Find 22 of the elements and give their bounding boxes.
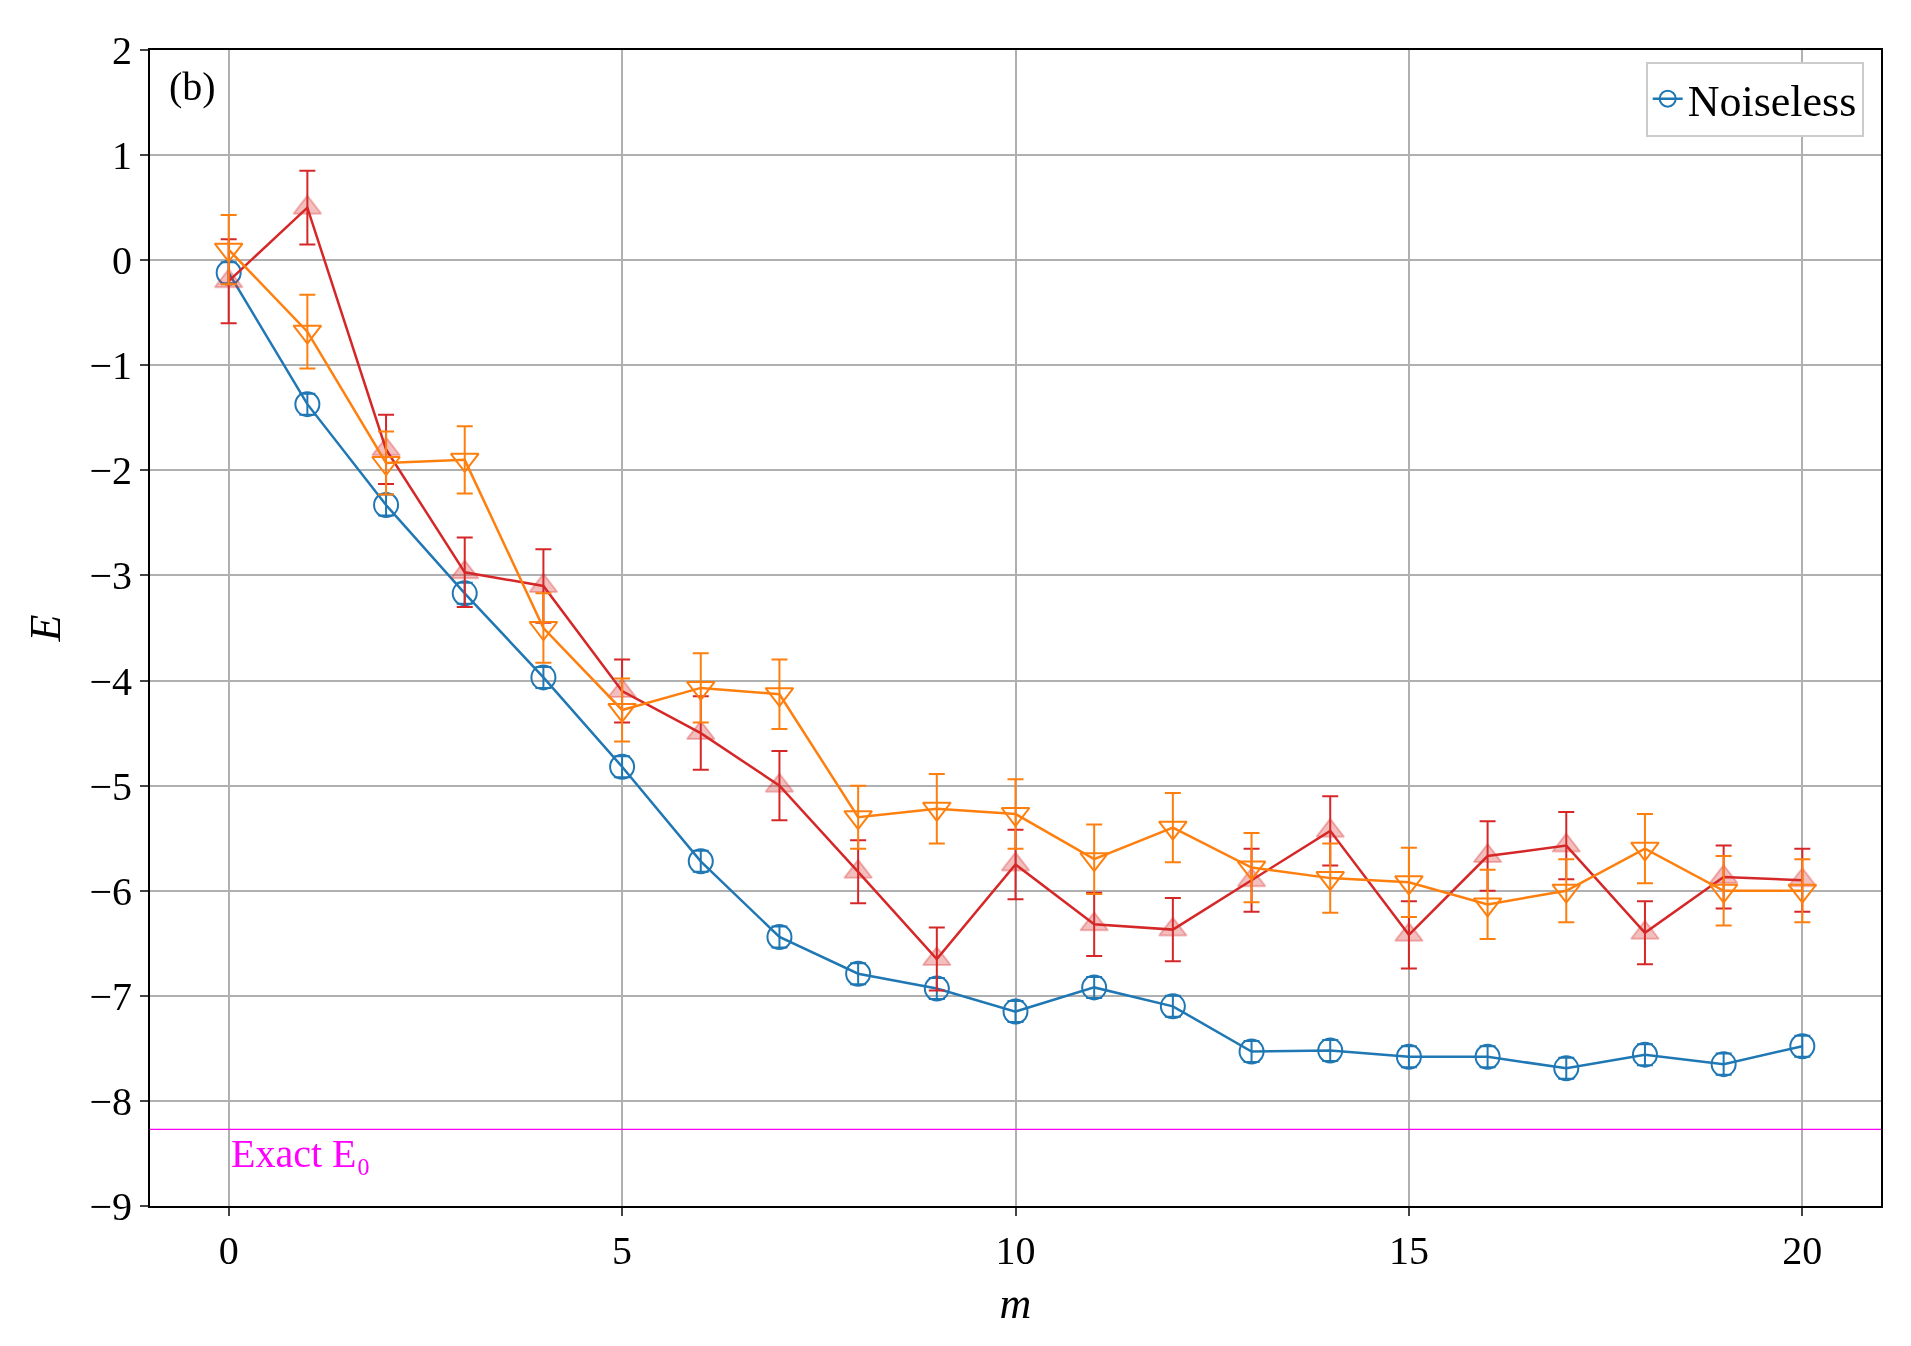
x-tick-label: 15	[1388, 1228, 1429, 1273]
x-axis-title: m	[999, 1278, 1032, 1328]
y-tick-label: −8	[89, 1078, 132, 1124]
y-tick-label: −9	[89, 1184, 132, 1229]
y-tick-label: −5	[89, 763, 132, 809]
y-tick-label: −1	[89, 343, 132, 389]
legend-label: Noiseless	[1687, 76, 1857, 126]
x-tick-label: 0	[218, 1228, 239, 1273]
y-tick-label: −4	[89, 658, 132, 704]
x-tick-label: 20	[1782, 1228, 1823, 1273]
y-tick-label: 1	[112, 133, 132, 179]
x-tick-label: 5	[612, 1228, 633, 1273]
y-tick-label: −3	[89, 553, 132, 599]
y-axis-title: E	[21, 614, 71, 643]
annotation: (b)	[169, 64, 216, 109]
y-tick-label: −2	[89, 448, 132, 494]
y-tick-label: 0	[112, 238, 132, 284]
y-tick-label: 2	[112, 28, 132, 73]
x-tick-label: 10	[995, 1228, 1036, 1273]
y-tick-label: −7	[89, 973, 132, 1019]
y-tick-label: −6	[89, 868, 132, 914]
ref-line-label: Exact E₀	[231, 1131, 371, 1176]
